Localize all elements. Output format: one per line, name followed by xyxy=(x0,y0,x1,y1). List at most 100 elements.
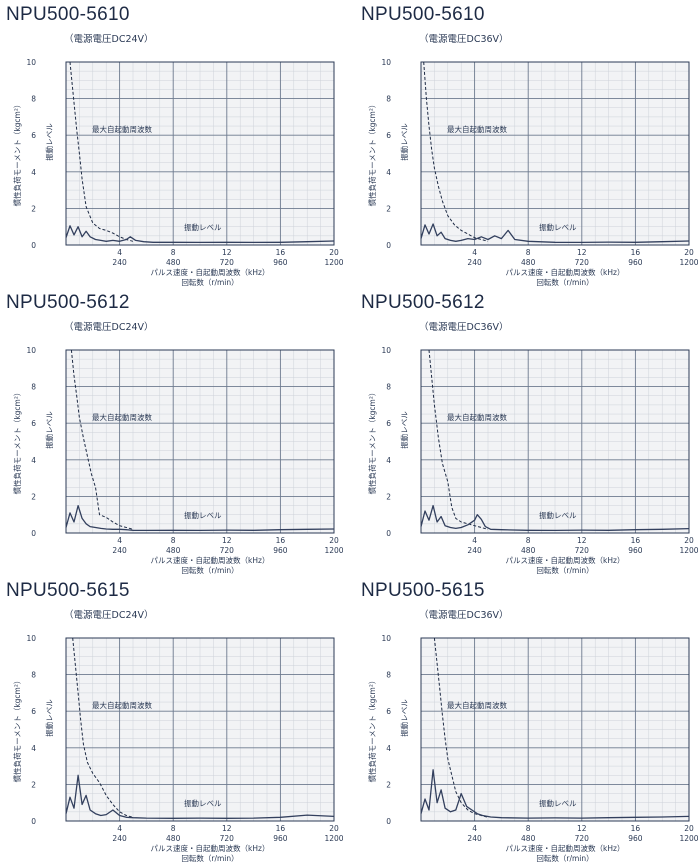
x-tick-label: 16 xyxy=(276,536,286,545)
x-tick-label-rpm: 480 xyxy=(166,546,181,555)
y-tick-label: 4 xyxy=(386,456,391,465)
panel-title: NPU500-5612 xyxy=(6,292,130,313)
series-line-vibration xyxy=(65,774,335,819)
x-axis-label: パルス速度・自起動周波数（kHz） xyxy=(151,555,270,565)
series-line-vibration xyxy=(420,504,690,532)
annotation-label: 最大自起動周波数 xyxy=(92,412,152,422)
x-tick-label-rpm: 960 xyxy=(628,834,643,843)
x-tick-label: 20 xyxy=(329,248,339,257)
x-tick-label-rpm: 720 xyxy=(575,834,590,843)
x-tick-label-rpm: 960 xyxy=(273,258,288,267)
x-tick-label-rpm: 240 xyxy=(467,258,482,267)
x-tick-label: 12 xyxy=(222,536,232,545)
y-tick-label: 10 xyxy=(26,346,36,355)
x-tick-label-rpm: 1200 xyxy=(679,546,698,555)
panel-title: NPU500-5610 xyxy=(6,4,130,25)
y-tick-label: 6 xyxy=(31,707,36,716)
chart-svg: 0 2 4 6 8 10 4 8 12 16 20 240 480 720 960 1200 パルス速度・自起動… xyxy=(12,58,344,287)
chart-svg: 0 2 4 6 8 10 4 8 12 16 20 240 480 720 960 1200 パルス速度・自起動… xyxy=(367,634,699,863)
x-tick-label: 8 xyxy=(526,824,531,833)
x-tick-label-rpm: 480 xyxy=(521,258,536,267)
y-axis-label: 慣性負荷モーメント（kgcm²） xyxy=(12,389,22,495)
y-tick-label: 4 xyxy=(31,168,36,177)
x-tick-label: 12 xyxy=(577,536,587,545)
chart-svg: 0 2 4 6 8 10 4 8 12 16 20 240 480 720 960 1200 パルス速度・自起動… xyxy=(367,346,699,575)
x-axis-label-rpm: 回転数（r/min） xyxy=(181,853,238,863)
x-tick-label-rpm: 240 xyxy=(112,258,127,267)
y-axis-label: 慣性負荷モーメント（kgcm²） xyxy=(367,677,377,783)
annotation-label: 最大自起動周波数 xyxy=(92,700,152,710)
panel-title: NPU500-5615 xyxy=(361,580,485,601)
y-tick-label: 10 xyxy=(26,58,36,67)
x-tick-label: 12 xyxy=(577,824,587,833)
x-tick-label-rpm: 960 xyxy=(628,258,643,267)
x-tick-label-rpm: 480 xyxy=(166,258,181,267)
annotation-label: 振動レベル xyxy=(539,222,577,232)
y-tick-label: 6 xyxy=(386,707,391,716)
x-tick-label: 20 xyxy=(684,824,694,833)
x-tick-label: 20 xyxy=(329,824,339,833)
y-tick-label: 0 xyxy=(386,817,391,826)
chart-panel: NPU500-5610 （電源電圧DC36V） 0 2 4 6 8 10 4 8 12 16 20 2… xyxy=(355,0,700,288)
x-tick-label-rpm: 1200 xyxy=(324,258,343,267)
y-tick-label: 0 xyxy=(386,241,391,250)
x-axis-label-rpm: 回転数（r/min） xyxy=(536,853,593,863)
y-tick-label: 6 xyxy=(31,419,36,428)
series-line-max-start-freq xyxy=(428,349,489,530)
y-tick-label: 6 xyxy=(386,419,391,428)
y-tick-label: 4 xyxy=(31,456,36,465)
plot-frame xyxy=(65,61,335,246)
y-tick-label: 2 xyxy=(386,492,391,501)
panel-title: NPU500-5615 xyxy=(6,580,130,601)
y-axis-label: 慣性負荷モーメント（kgcm²） xyxy=(12,101,22,207)
x-tick-label-rpm: 480 xyxy=(521,546,536,555)
annotation-label: 最大自起動周波数 xyxy=(92,124,152,134)
y-axis-label-vibration: 振動レベル xyxy=(399,411,409,449)
x-tick-label: 4 xyxy=(472,248,477,257)
x-axis-label: パルス速度・自起動周波数（kHz） xyxy=(151,843,270,853)
x-tick-label: 8 xyxy=(526,248,531,257)
x-tick-label-rpm: 240 xyxy=(112,546,127,555)
panel-subtitle: （電源電圧DC36V） xyxy=(419,610,509,621)
x-axis-label: パルス速度・自起動周波数（kHz） xyxy=(506,843,625,853)
y-tick-label: 2 xyxy=(31,780,36,789)
series-line-max-start-freq xyxy=(423,61,489,242)
x-tick-label: 12 xyxy=(222,248,232,257)
x-tick-label: 16 xyxy=(631,536,641,545)
x-tick-label-rpm: 480 xyxy=(166,834,181,843)
chart-panel: NPU500-5610 （電源電圧DC24V） 0 2 4 6 8 10 4 8 12 16 20 2… xyxy=(0,0,350,288)
x-tick-label: 16 xyxy=(631,248,641,257)
x-tick-label-rpm: 720 xyxy=(220,546,235,555)
x-tick-label: 4 xyxy=(472,536,477,545)
y-tick-label: 4 xyxy=(386,168,391,177)
x-tick-label-rpm: 240 xyxy=(467,546,482,555)
plot-frame xyxy=(420,349,690,534)
y-tick-label: 6 xyxy=(386,131,391,140)
x-tick-label-rpm: 720 xyxy=(220,258,235,267)
x-axis-label-rpm: 回転数（r/min） xyxy=(181,277,238,287)
y-axis-label-vibration: 振動レベル xyxy=(399,699,409,737)
x-tick-label-rpm: 720 xyxy=(575,546,590,555)
y-tick-label: 10 xyxy=(381,58,391,67)
annotation-label: 最大自起動周波数 xyxy=(447,124,507,134)
x-tick-label-rpm: 240 xyxy=(112,834,127,843)
y-tick-label: 0 xyxy=(31,529,36,538)
x-tick-label-rpm: 1200 xyxy=(679,834,698,843)
annotation-label: 振動レベル xyxy=(184,222,222,232)
panel-title: NPU500-5612 xyxy=(361,292,485,313)
y-tick-label: 8 xyxy=(386,95,391,104)
annotation-label: 振動レベル xyxy=(184,510,222,520)
x-axis-label-rpm: 回転数（r/min） xyxy=(536,565,593,575)
y-axis-label-vibration: 振動レベル xyxy=(44,699,54,737)
x-tick-label: 16 xyxy=(631,824,641,833)
x-axis-label: パルス速度・自起動周波数（kHz） xyxy=(151,267,270,277)
x-tick-label-rpm: 1200 xyxy=(324,546,343,555)
panel-subtitle: （電源電圧DC24V） xyxy=(64,322,154,333)
chart-panel: NPU500-5612 （電源電圧DC24V） 0 2 4 6 8 10 4 8 12 16 20 2… xyxy=(0,288,350,576)
y-axis-label: 慣性負荷モーメント（kgcm²） xyxy=(12,677,22,783)
x-tick-label-rpm: 720 xyxy=(575,258,590,267)
x-tick-label-rpm: 720 xyxy=(220,834,235,843)
chart-panel: NPU500-5615 （電源電圧DC36V） 0 2 4 6 8 10 4 8 12 16 20 2… xyxy=(355,576,700,864)
x-axis-label: パルス速度・自起動周波数（kHz） xyxy=(506,267,625,277)
